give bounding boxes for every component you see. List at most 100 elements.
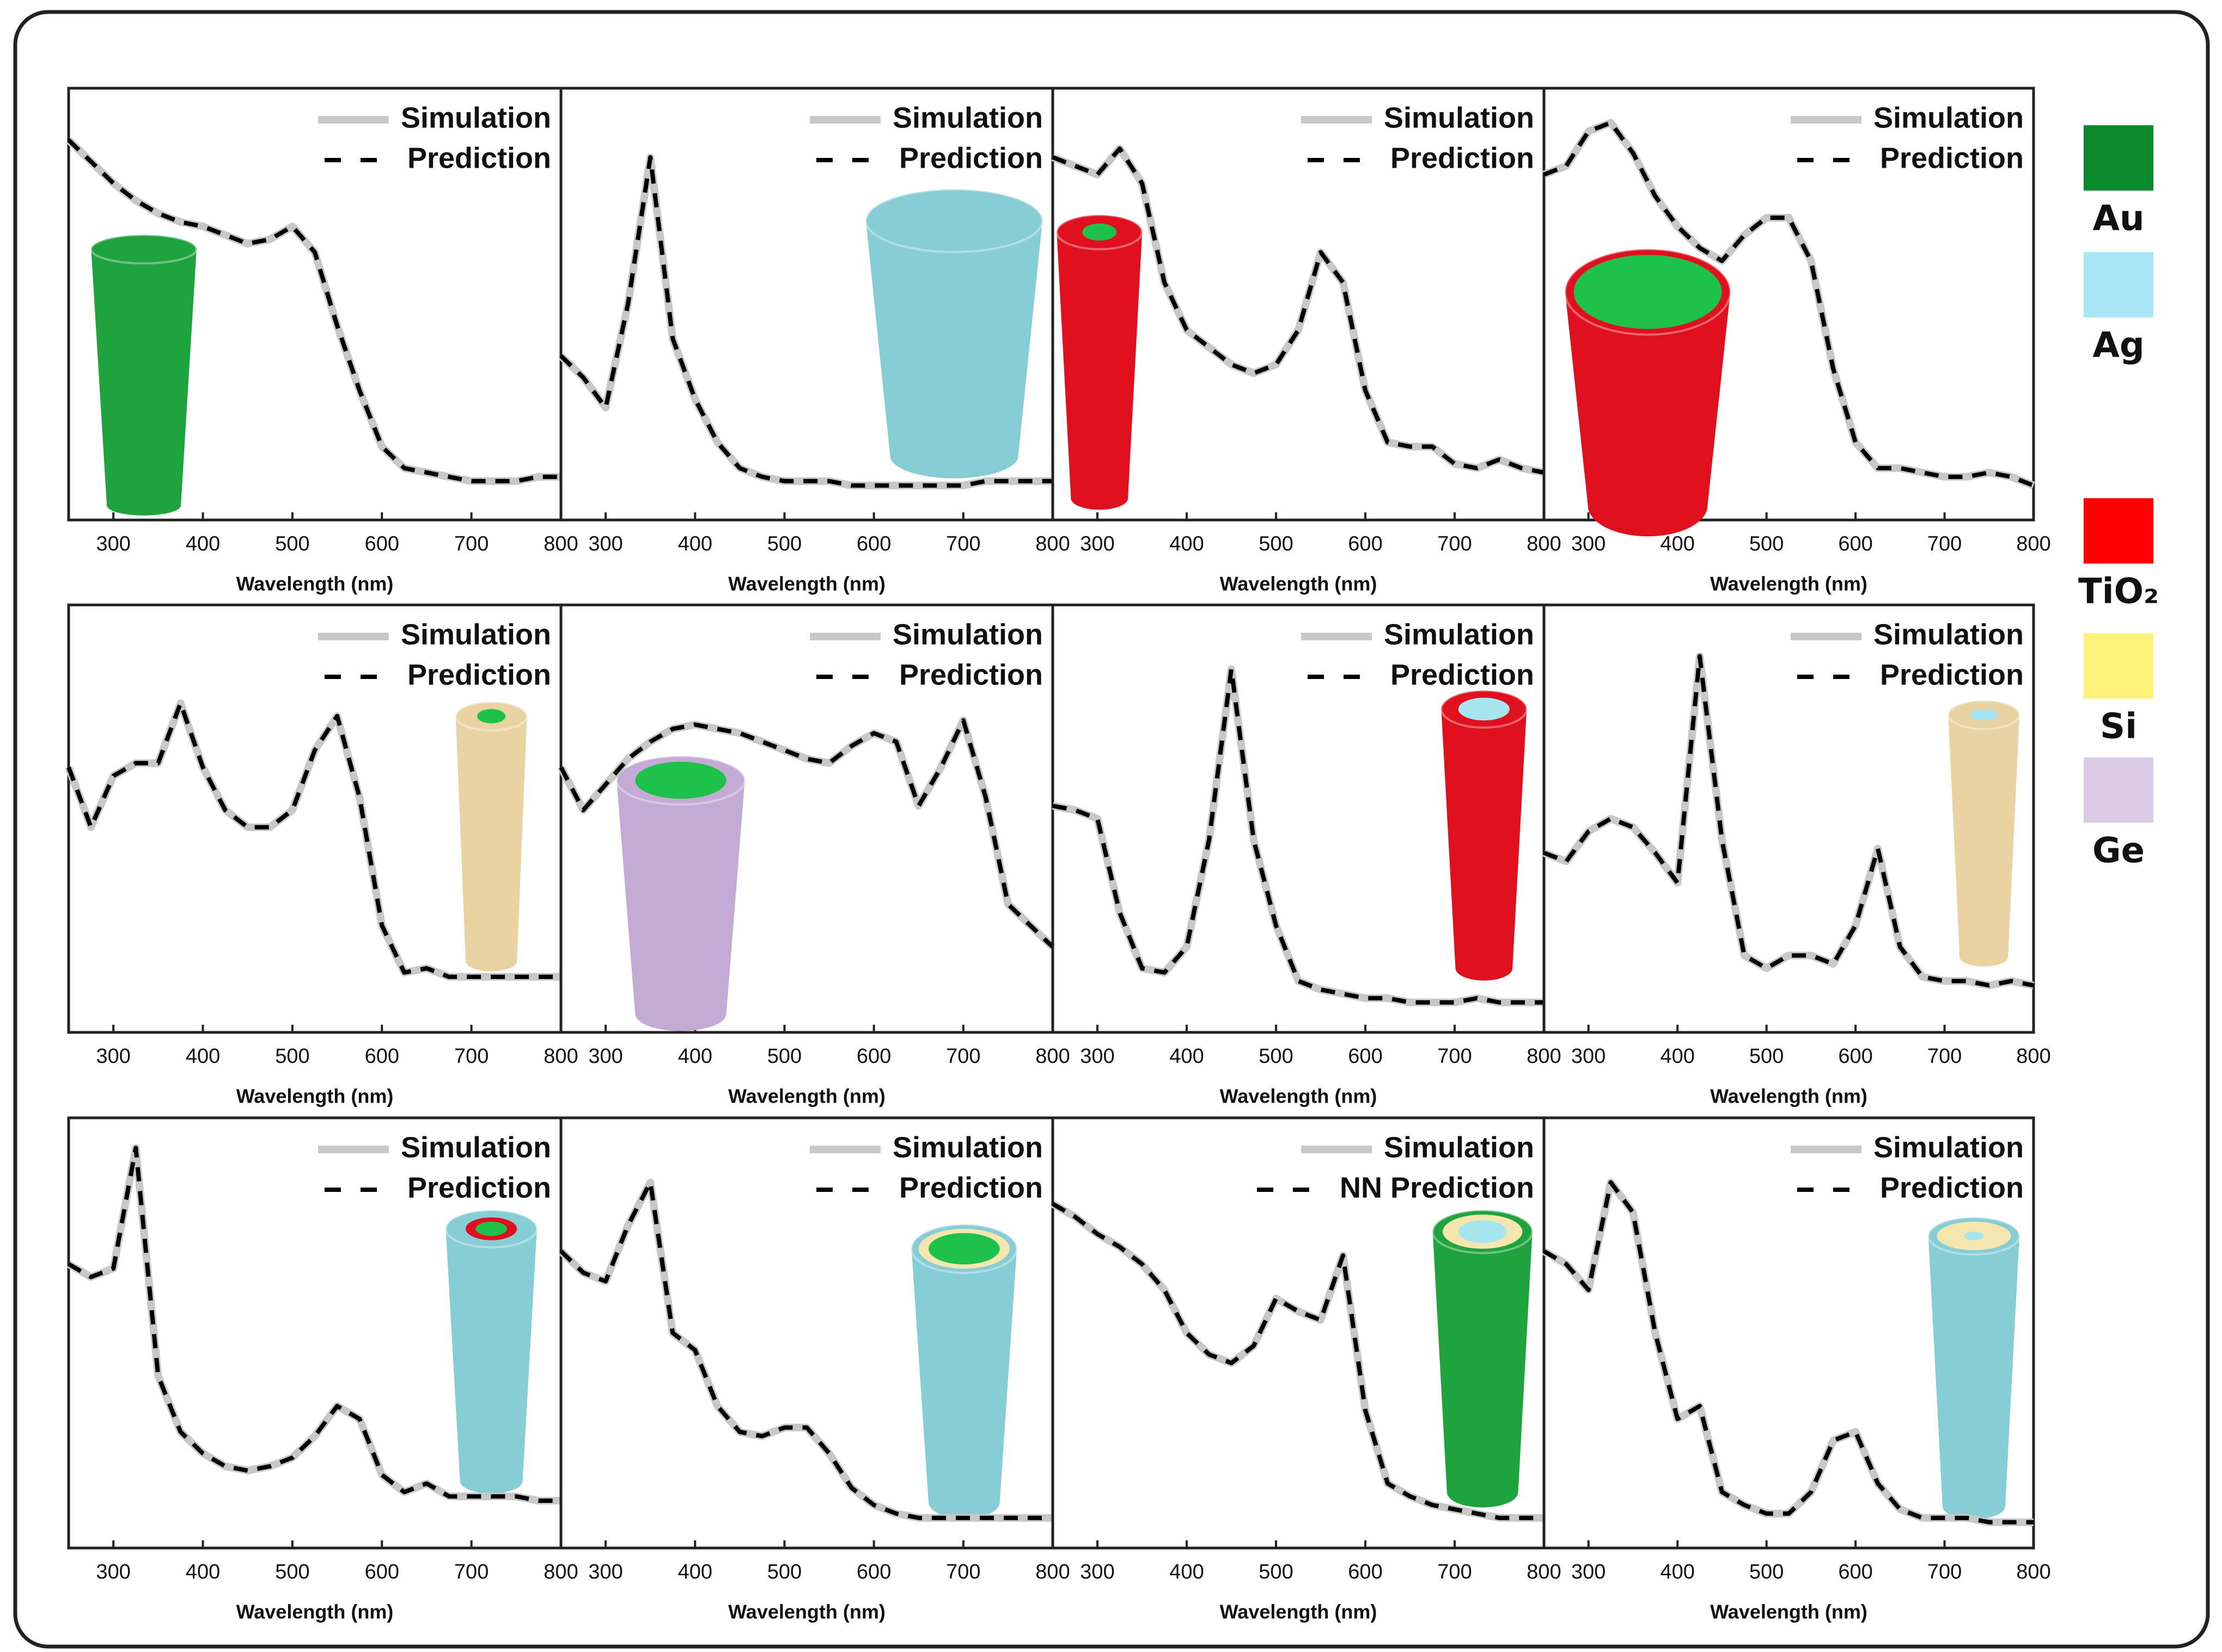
legend-label: Simulation [401,101,551,134]
x-tick-label: 600 [1348,1561,1382,1583]
x-tick-label: 300 [588,1045,622,1068]
x-tick-label: 500 [275,1561,309,1583]
x-tick-label: 400 [1169,1045,1204,1068]
x-tick-label: 300 [1080,1561,1114,1583]
structure-core [635,762,727,799]
series-line [66,701,561,979]
x-tick-label: 300 [588,533,622,555]
x-tick-label: 800 [1527,1045,1561,1068]
x-tick-label: 600 [365,533,399,555]
legend-label: Simulation [893,618,1043,651]
x-tick-label: 500 [275,1045,309,1068]
x-tick-label: 700 [1927,1561,1962,1583]
x-axis-label: Wavelength (nm) [236,1085,394,1108]
x-tick-label: 800 [1035,1561,1070,1583]
structure-core [1573,255,1722,329]
x-axis-label: Wavelength (nm) [1710,1601,1867,1623]
x-axis-label: Wavelength (nm) [728,1085,886,1108]
x-axis-label: Wavelength (nm) [236,1601,394,1623]
x-tick-label: 700 [1437,1561,1472,1583]
structure-body [865,221,1043,479]
legend-label: Simulation [1384,101,1534,134]
structure-body [91,249,197,516]
x-tick-label: 700 [1437,533,1472,555]
x-axis-label: Wavelength (nm) [1220,573,1377,595]
legend-label: Simulation [893,101,1043,134]
x-tick-label: 300 [1571,1561,1606,1583]
x-axis-label: Wavelength (nm) [1710,573,1867,595]
series-line [68,1146,561,1503]
x-axis-label: Wavelength (nm) [1710,1085,1867,1108]
x-tick-label: 400 [1660,533,1694,555]
x-tick-label: 400 [1660,1561,1694,1583]
x-tick-label: 500 [1259,533,1293,555]
structure-top [864,188,1044,253]
series-line [67,138,561,484]
x-tick-label: 700 [1437,1045,1472,1068]
structure-body [911,1249,1017,1519]
material-swatch [2084,633,2153,699]
structure-core [928,1233,1000,1265]
x-tick-label: 400 [186,1561,220,1583]
legend-label: Simulation [1384,1131,1534,1164]
structure-top [90,234,198,265]
x-tick-label: 600 [1838,533,1872,555]
x-tick-label: 400 [186,533,220,555]
x-tick-label: 800 [544,1045,578,1068]
x-tick-label: 700 [946,1045,980,1068]
structure-body [1432,1231,1533,1508]
x-tick-label: 600 [857,1045,891,1068]
x-tick-label: 800 [1035,533,1070,555]
series-line [559,155,1053,488]
x-tick-label: 500 [767,1561,802,1583]
legend-label: Prediction [1390,658,1534,691]
series-line [1543,120,2035,488]
material-label: Ge [2092,831,2145,871]
x-tick-label: 300 [1080,1045,1114,1068]
x-tick-label: 600 [1838,1561,1872,1583]
legend-label: Simulation [1873,1131,2024,1164]
legend-label: NN Prediction [1340,1171,1534,1204]
x-tick-label: 700 [454,1561,489,1583]
series-line [1052,665,1544,1006]
x-tick-label: 500 [767,1045,802,1068]
material-swatch [2084,125,2153,191]
x-tick-label: 300 [96,1045,130,1068]
legend-label: Simulation [1873,618,2024,651]
structure-core [1969,709,1998,721]
x-tick-label: 600 [1348,1045,1382,1068]
x-axis-label: Wavelength (nm) [728,573,886,595]
x-tick-label: 800 [544,1561,578,1583]
x-tick-label: 800 [1527,1561,1561,1583]
structure-body [445,1228,537,1494]
series-line [559,718,1054,949]
legend-label: Prediction [407,1171,551,1204]
x-tick-label: 400 [1660,1045,1694,1068]
structure-body [1565,292,1731,537]
structure-body [1948,714,2020,967]
legend-label: Prediction [1880,142,2024,174]
x-tick-label: 600 [857,533,891,555]
series-line [559,1180,1053,1520]
structure-body [1057,232,1143,510]
legend-label: Simulation [1384,618,1534,651]
x-tick-label: 800 [2016,1561,2050,1583]
x-tick-label: 400 [186,1045,220,1068]
x-tick-label: 800 [1527,533,1561,555]
series-line [1052,146,1545,475]
legend-label: Prediction [1390,142,1534,174]
structure-core [477,709,506,724]
x-tick-label: 500 [1749,1561,1784,1583]
legend-label: Prediction [899,658,1043,691]
x-tick-label: 700 [946,533,980,555]
legend-label: Prediction [407,142,551,174]
x-tick-label: 800 [2016,1045,2050,1068]
x-tick-label: 300 [96,533,130,555]
series-line [1543,654,2034,988]
structure-body [455,716,527,971]
legend-label: Prediction [899,1171,1043,1204]
x-tick-label: 500 [1259,1561,1293,1583]
x-tick-label: 600 [365,1561,399,1583]
x-tick-label: 500 [767,533,802,555]
x-tick-label: 600 [1348,533,1382,555]
